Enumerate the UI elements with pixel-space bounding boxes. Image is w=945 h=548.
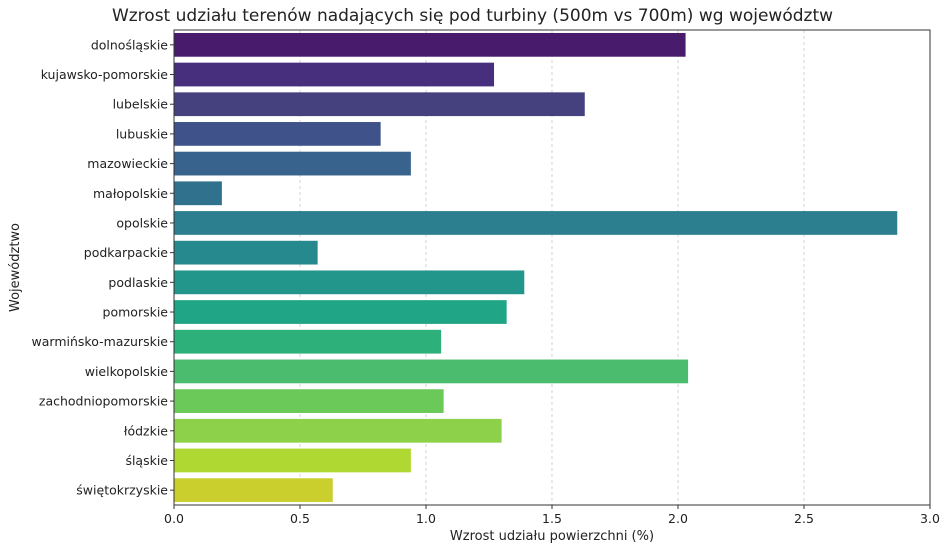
x-tick-label: 2.5 xyxy=(794,511,814,526)
y-tick-label: lubelskie xyxy=(113,97,169,112)
x-ticks: 0.0 0.5 1.0 1.5 2.0 2.5 3.0 xyxy=(164,505,940,526)
y-axis-label: Województwo xyxy=(8,223,23,312)
bar-3 xyxy=(174,122,381,146)
bar-10 xyxy=(174,329,442,354)
y-tick-label: podkarpackie xyxy=(84,245,169,260)
bar-0 xyxy=(174,32,686,57)
bar-1 xyxy=(174,62,495,87)
bar-2 xyxy=(174,92,585,117)
y-tick-label: śląskie xyxy=(125,453,168,468)
y-tick-label: zachodniopomorskie xyxy=(39,394,168,409)
y-tick-label: opolskie xyxy=(116,215,168,230)
y-ticks: dolnośląskie kujawsko-pomorskie lubelskie l… xyxy=(32,37,174,498)
y-tick-label: świętokrzyskie xyxy=(76,483,168,498)
x-tick-label: 3.0 xyxy=(920,511,940,526)
x-tick-label: 1.0 xyxy=(416,511,436,526)
y-tick-label: lubuskie xyxy=(116,126,168,141)
bar-5 xyxy=(174,181,222,206)
y-tick-label: małopolskie xyxy=(93,186,168,201)
y-tick-label: podlaskie xyxy=(108,275,168,290)
chart-title: Wzrost udziału terenów nadających się po… xyxy=(111,6,834,26)
x-tick-label: 0.5 xyxy=(290,511,310,526)
y-tick-label: kujawsko-pomorskie xyxy=(41,67,169,82)
bar-13 xyxy=(174,418,502,443)
bar-14 xyxy=(174,448,411,473)
bar-4 xyxy=(174,151,411,176)
y-tick-label: pomorskie xyxy=(103,305,169,320)
bar-9 xyxy=(174,300,507,324)
bar-7 xyxy=(174,240,318,265)
bar-15 xyxy=(174,478,333,503)
y-tick-label: dolnośląskie xyxy=(91,37,168,52)
bar-6 xyxy=(174,211,898,235)
bar-12 xyxy=(174,389,444,413)
x-tick-label: 2.0 xyxy=(668,511,688,526)
x-tick-label: 0.0 xyxy=(164,511,184,526)
bars xyxy=(174,32,898,503)
y-tick-label: wielkopolskie xyxy=(85,364,169,379)
y-tick-label: mazowieckie xyxy=(87,156,168,171)
x-tick-label: 1.5 xyxy=(542,511,562,526)
bar-8 xyxy=(174,270,525,295)
bar-11 xyxy=(174,359,689,384)
y-tick-label: łódzkie xyxy=(124,423,168,438)
y-tick-label: warmińsko-mazurskie xyxy=(32,334,169,349)
x-axis-label: Wzrost udziału powierzchni (%) xyxy=(450,529,654,544)
